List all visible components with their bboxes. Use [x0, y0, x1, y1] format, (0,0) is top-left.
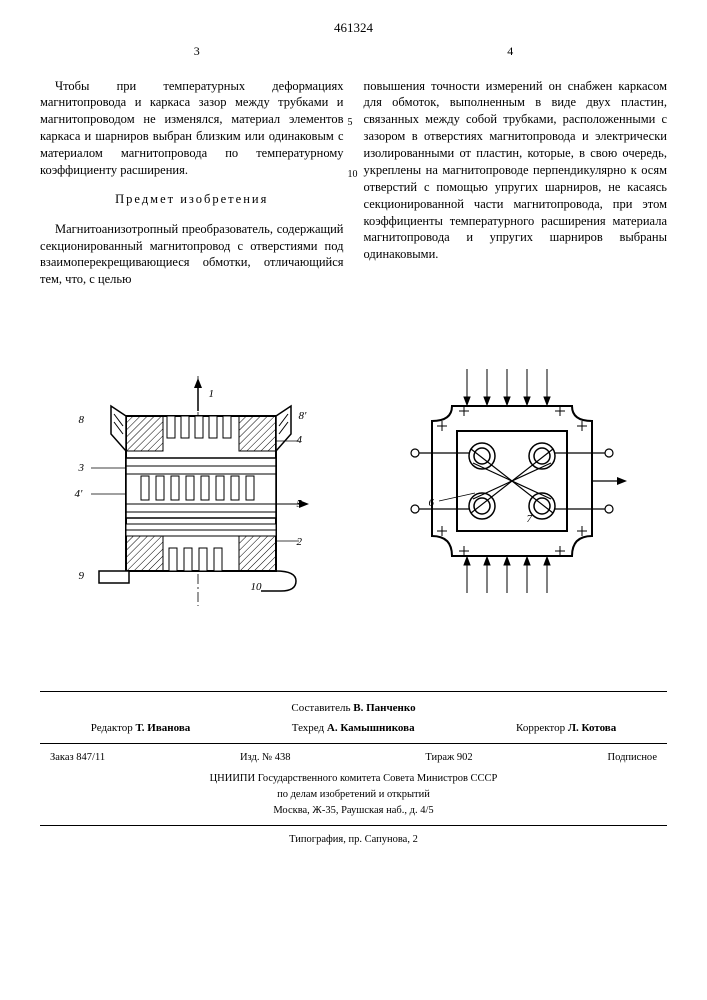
- figure-area: 8 8' 4 3 4' 5 2 9 1 10: [40, 331, 667, 651]
- footer-credits-row: Редактор Т. Иванова Техред А. Камышников…: [40, 720, 667, 737]
- footer-rule-3: [40, 825, 667, 826]
- org-line-2: по делам изобретений и открытий: [40, 787, 667, 803]
- col-num-left: 3: [40, 44, 354, 59]
- fig1-label-5: 5: [297, 498, 303, 510]
- subject-heading: Предмет изобретения: [40, 191, 344, 208]
- editor: Редактор Т. Иванова: [91, 720, 191, 737]
- left-p2: Магнитоанизотропный преобразователь, сод…: [40, 221, 344, 289]
- footer: Составитель В. Панченко Редактор Т. Иван…: [40, 700, 667, 848]
- order: Заказ 847/11: [50, 750, 105, 766]
- fig2-label-7: 7: [527, 513, 533, 525]
- figure-1: 8 8' 4 3 4' 5 2 9 1 10: [81, 376, 316, 606]
- composer-label: Составитель: [291, 702, 350, 714]
- fig1-label-1: 1: [209, 388, 215, 400]
- izd: Изд. № 438: [240, 750, 291, 766]
- podpis: Подписное: [608, 750, 657, 766]
- footer-print-row: Заказ 847/11 Изд. № 438 Тираж 902 Подпис…: [40, 750, 667, 766]
- right-column: повышения точности измерений он снабжен …: [364, 65, 668, 301]
- addr-line: Москва, Ж-35, Раушская наб., д. 4/5: [40, 803, 667, 819]
- composer-line: Составитель В. Панченко: [40, 700, 667, 717]
- footer-rule-1: [40, 691, 667, 692]
- fig1-label-8p: 8': [299, 410, 307, 422]
- fig1-label-4: 4: [297, 434, 303, 446]
- fig1-label-4p: 4': [75, 488, 83, 500]
- document-number: 461324: [40, 20, 667, 36]
- column-number-row: 3 4: [40, 44, 667, 59]
- line-marker-5: 5: [348, 116, 353, 130]
- line-marker-10: 10: [348, 168, 358, 182]
- fig1-label-10: 10: [251, 581, 262, 593]
- figure-2-svg: [397, 361, 627, 621]
- org-line-1: ЦНИИПИ Государственного комитета Совета …: [40, 771, 667, 787]
- fig1-label-9: 9: [79, 570, 85, 582]
- patent-page: 461324 3 4 5 10 Чтобы при температурных …: [0, 0, 707, 867]
- techred: Техред А. Камышникова: [292, 720, 415, 737]
- fig1-label-2: 2: [297, 536, 303, 548]
- fig2-label-6: 6: [429, 497, 435, 509]
- fig1-label-3: 3: [79, 462, 85, 474]
- figure-1-svg: [81, 376, 316, 606]
- left-p1: Чтобы при температурных деформациях магн…: [40, 78, 344, 179]
- corrector: Корректор Л. Котова: [516, 720, 616, 737]
- tirazh: Тираж 902: [425, 750, 472, 766]
- footer-rule-2: [40, 743, 667, 744]
- composer-name: В. Панченко: [353, 702, 415, 714]
- figure-2: 6 7: [397, 361, 627, 621]
- typo-line: Типография, пр. Сапунова, 2: [40, 832, 667, 848]
- right-p1: повышения точности измерений он снабжен …: [364, 78, 668, 264]
- col-num-right: 4: [354, 44, 668, 59]
- body-text-columns: Чтобы при температурных деформациях магн…: [40, 65, 667, 301]
- left-column: Чтобы при температурных деформациях магн…: [40, 65, 344, 301]
- fig1-label-8: 8: [79, 414, 85, 426]
